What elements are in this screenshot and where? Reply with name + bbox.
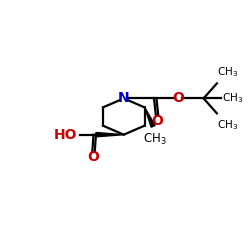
Text: CH$_3$: CH$_3$ xyxy=(218,118,238,132)
Text: O: O xyxy=(88,150,100,164)
Polygon shape xyxy=(145,108,155,127)
Text: CH$_3$: CH$_3$ xyxy=(222,92,243,105)
Text: CH$_3$: CH$_3$ xyxy=(218,65,238,78)
Text: N: N xyxy=(118,92,130,106)
Text: CH$_3$: CH$_3$ xyxy=(142,132,166,148)
Text: O: O xyxy=(172,92,184,106)
Text: O: O xyxy=(151,114,163,128)
Polygon shape xyxy=(96,132,124,137)
Text: HO: HO xyxy=(54,128,77,142)
